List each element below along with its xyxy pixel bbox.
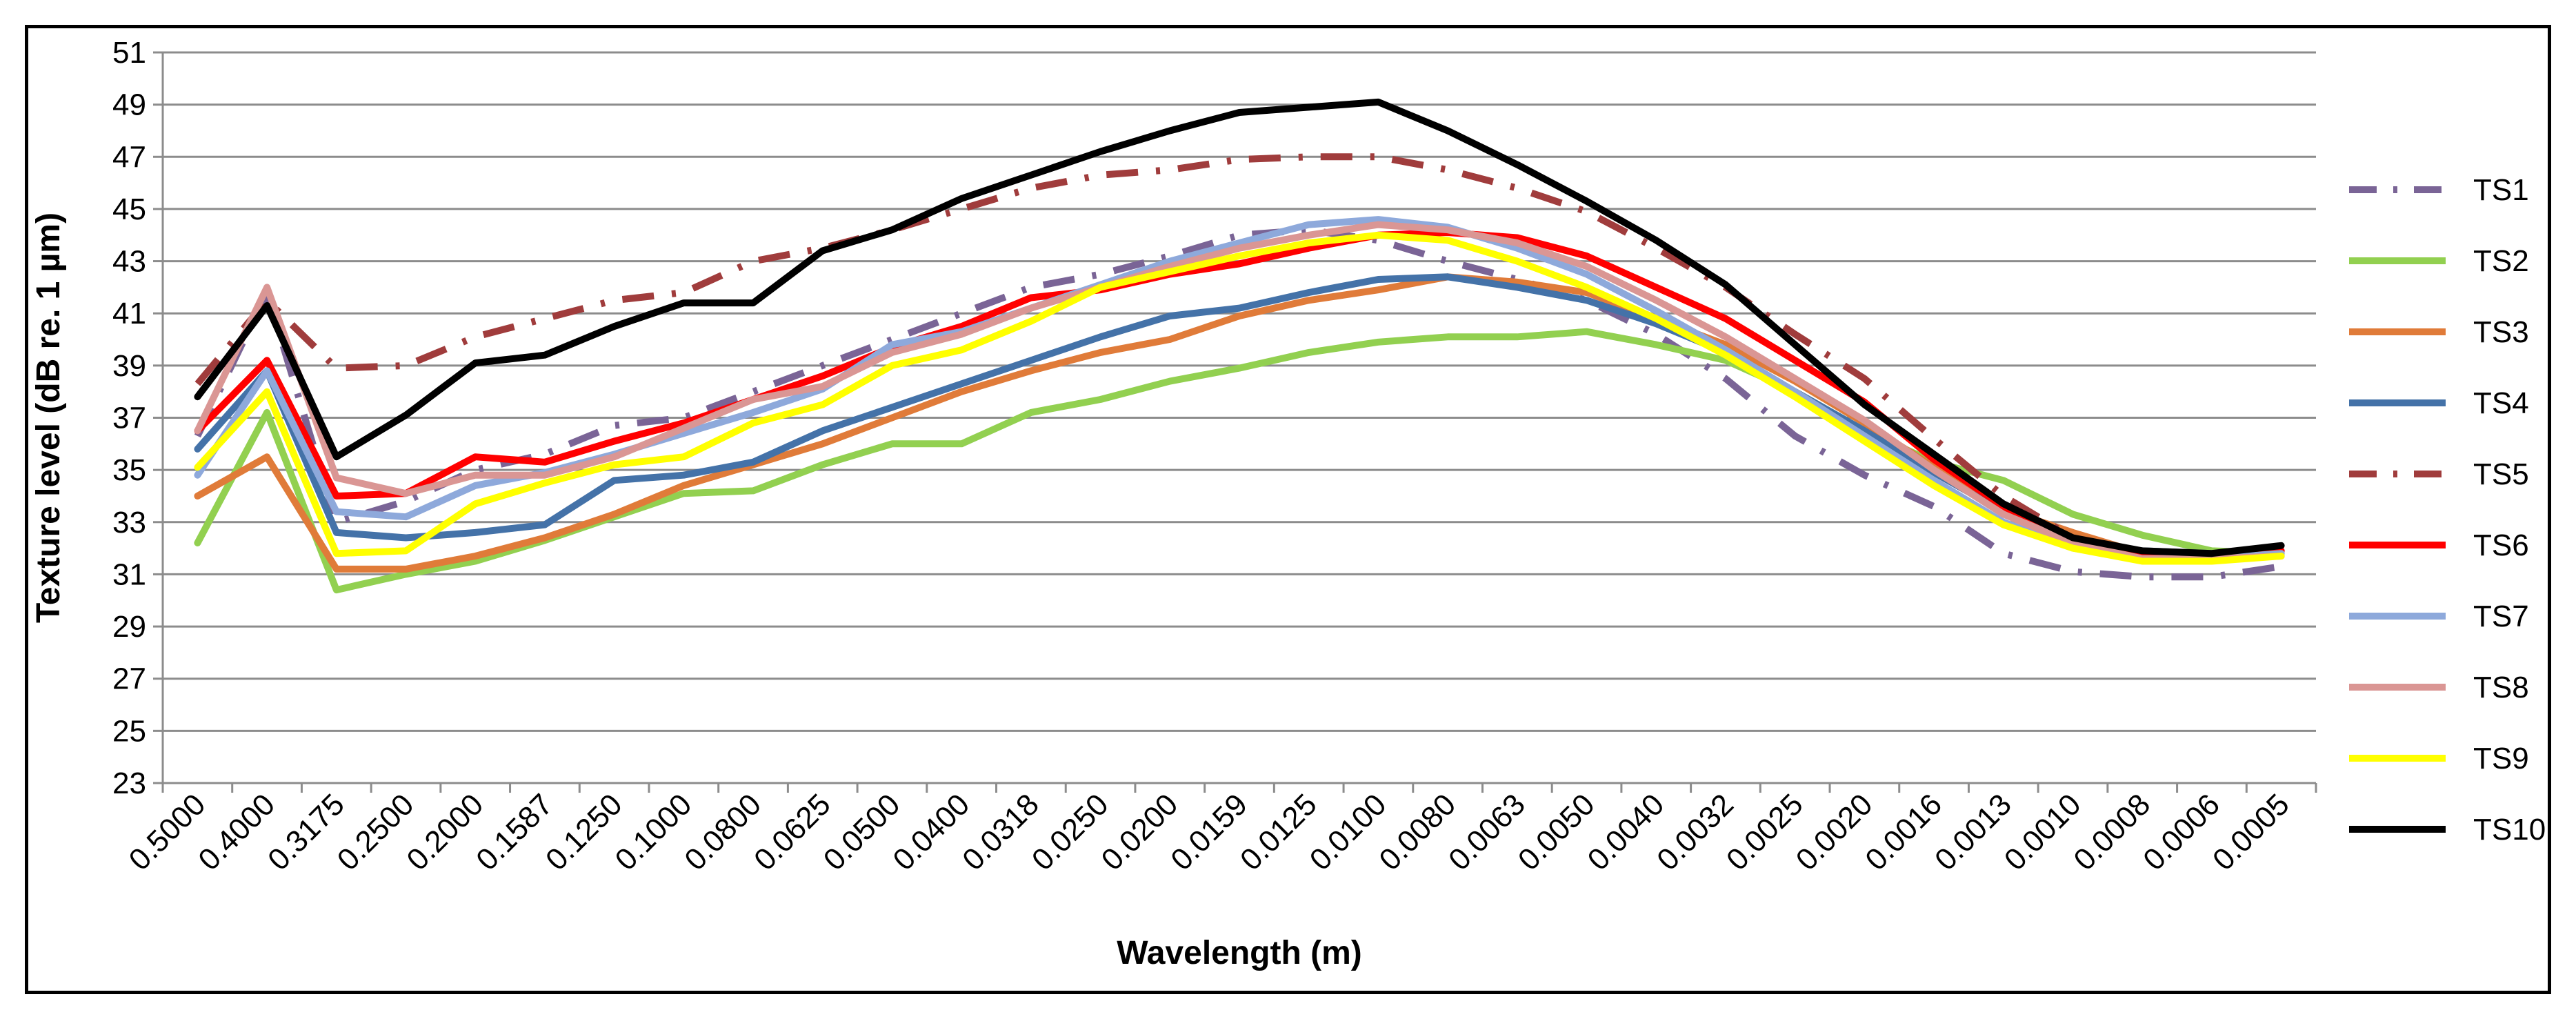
y-tick-label: 39	[112, 349, 146, 383]
axes	[153, 51, 2317, 793]
x-tick-label: 0.0080	[1372, 787, 1462, 877]
y-tick-label: 23	[112, 766, 146, 800]
x-tick-label: 0.1000	[609, 787, 699, 877]
x-tick-label: 0.2000	[400, 787, 490, 877]
x-tick-label: 0.0040	[1581, 787, 1671, 877]
legend-label-ts4: TS4	[2473, 386, 2529, 420]
x-tick-label: 0.0318	[956, 787, 1046, 877]
y-axis-title: Texture level (dB re. 1 µm)	[30, 212, 67, 623]
x-axis-title: Wavelength (m)	[1117, 935, 1362, 971]
legend: TS1 TS2 TS3 TS4 TS5 TS6 TS7 TS8 TS9 TS10	[2349, 173, 2546, 847]
x-tick-label: 0.1587	[470, 787, 559, 877]
series-line-ts10	[194, 98, 2285, 557]
line-chart: 23 25 27 29 31 33 35 37 39 41 43 45 47 49 51 0.50000.4…	[30, 36, 2546, 971]
x-tick-label: 0.0013	[1928, 787, 2018, 877]
x-tick-label: 0.0100	[1304, 787, 1393, 877]
x-tick-label: 0.0625	[748, 787, 837, 877]
x-tick-label: 0.2500	[331, 787, 421, 877]
legend-label-ts8: TS8	[2473, 671, 2529, 704]
y-tick-label: 37	[112, 402, 146, 435]
x-axis-ticks: 0.50000.40000.31750.25000.20000.15870.12…	[123, 787, 2296, 877]
x-tick-label: 0.0005	[2206, 787, 2296, 877]
legend-label-ts7: TS7	[2473, 600, 2529, 633]
y-tick-label: 49	[112, 88, 146, 122]
chart-frame: 23 25 27 29 31 33 35 37 39 41 43 45 47 49 51 0.5000 0.4…	[25, 25, 2551, 994]
series-line-ts1	[194, 226, 2282, 581]
y-tick-label: 43	[112, 245, 146, 279]
x-tick-label: 0.5000	[123, 787, 212, 877]
gridlines	[163, 51, 2316, 784]
x-tick-label: 0.0400	[886, 787, 976, 877]
x-tick-label: 0.0063	[1442, 787, 1532, 877]
x-tick-label: 0.0016	[1859, 787, 1948, 877]
x-tick-label: 0.0800	[678, 787, 768, 877]
x-tick-label: 0.0008	[2067, 787, 2157, 877]
y-tick-label: 33	[112, 506, 146, 540]
y-tick-label: 45	[112, 192, 146, 226]
x-tick-label: 0.0200	[1095, 787, 1185, 877]
x-tick-label: 0.0250	[1026, 787, 1115, 877]
series-line-ts8	[194, 221, 2285, 562]
legend-label-ts10: TS10	[2473, 813, 2546, 847]
y-tick-label: 27	[112, 662, 146, 696]
y-tick-label: 47	[112, 140, 146, 174]
y-tick-label: 29	[112, 610, 146, 644]
x-tick-label: 0.0125	[1234, 787, 1324, 877]
y-tick-label: 51	[112, 36, 146, 70]
y-tick-label: 35	[112, 453, 146, 487]
x-tick-label: 0.0032	[1650, 787, 1740, 877]
x-tick-label: 0.0050	[1512, 787, 1601, 877]
x-tick-label: 0.4000	[192, 787, 281, 877]
x-tick-label: 0.0025	[1720, 787, 1810, 877]
legend-label-ts3: TS3	[2473, 315, 2529, 349]
y-tick-label: 41	[112, 297, 146, 330]
y-axis-ticks: 23 25 27 29 31 33 35 37 39 41 43 45 47 49 51	[112, 36, 146, 800]
series-line-ts9	[194, 231, 2285, 565]
legend-label-ts2: TS2	[2473, 244, 2529, 278]
legend-label-ts5: TS5	[2473, 457, 2529, 491]
x-tick-label: 0.3175	[261, 787, 351, 877]
x-tick-label: 0.0006	[2137, 787, 2226, 877]
y-tick-label: 31	[112, 557, 146, 591]
legend-label-ts1: TS1	[2473, 173, 2529, 207]
x-tick-label: 0.0159	[1164, 787, 1254, 877]
x-tick-label: 0.0020	[1790, 787, 1879, 877]
series-line-ts6	[194, 229, 2285, 560]
x-tick-label: 0.0500	[817, 787, 907, 877]
x-tick-label: 0.0010	[1998, 787, 2088, 877]
series-lines	[194, 98, 2285, 594]
y-tick-label: 25	[112, 714, 146, 748]
legend-label-ts6: TS6	[2473, 528, 2529, 562]
x-tick-label: 0.1250	[539, 787, 629, 877]
legend-label-ts9: TS9	[2473, 742, 2529, 775]
